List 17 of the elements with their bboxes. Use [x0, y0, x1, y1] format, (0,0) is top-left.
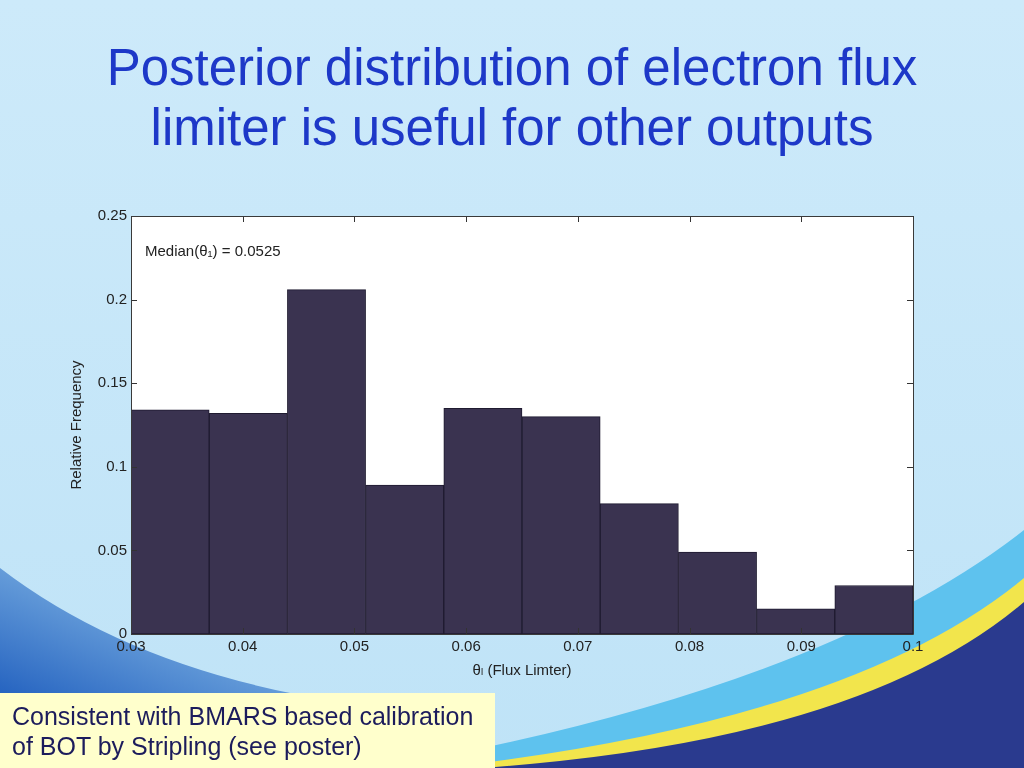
x-tick-label: 0.07 [563, 637, 593, 655]
y-tick-label: 0.2 [106, 289, 127, 307]
y-tick-label: 0.05 [97, 540, 127, 558]
x-tick-label: 0.08 [674, 637, 705, 655]
x-tick-label: 0.06 [451, 637, 481, 655]
y-tick-label: 0.1 [106, 456, 127, 474]
text: Consistent with BMARS based calibration of BOT by Stripling (see poster) [0, 693, 495, 768]
annotation: Median(θ₁) = 0.0525 [145, 242, 281, 259]
y-tick-label: 0.15 [97, 373, 127, 391]
x-tick-label: 0.1 [902, 637, 924, 655]
x-tick-label: 0.04 [228, 637, 258, 655]
x-tick-label: 0.05 [339, 637, 370, 655]
x-axis-title: θₗ (Flux Limter) [472, 661, 572, 679]
x-tick-label: 0.09 [786, 637, 816, 655]
chart-title: Posterior distribution of electron flux limiter is useful for other outputs [105, 38, 919, 158]
y-tick-label: 0.25 [97, 206, 127, 224]
y-axis-title: Relative Frequency [67, 359, 85, 490]
